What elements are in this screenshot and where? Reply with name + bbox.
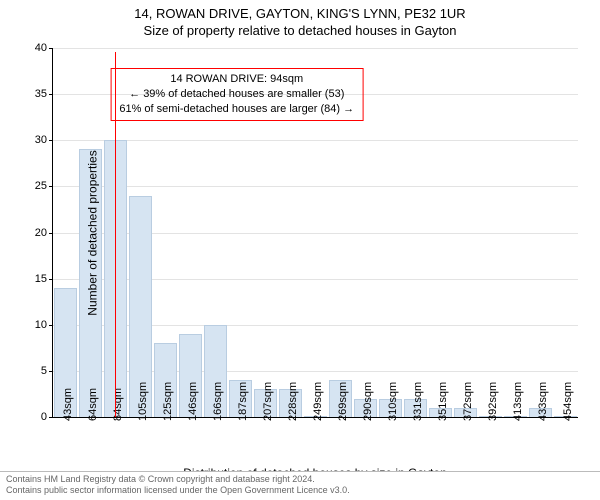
y-tick: 40 — [35, 42, 53, 54]
x-tick: 207sqm — [262, 382, 274, 421]
y-tick: 5 — [41, 365, 53, 377]
y-tick: 0 — [41, 411, 53, 423]
footer-line-2: Contains public sector information licen… — [6, 485, 594, 497]
x-tick: 125sqm — [162, 382, 174, 421]
x-tick: 84sqm — [112, 388, 124, 421]
x-tick: 105sqm — [137, 382, 149, 421]
x-tick: 166sqm — [212, 382, 224, 421]
x-tick: 310sqm — [387, 382, 399, 421]
chart-title-sub: Size of property relative to detached ho… — [0, 23, 600, 38]
footer-line-1: Contains HM Land Registry data © Crown c… — [6, 474, 594, 486]
x-tick: 454sqm — [562, 382, 574, 421]
annotation-line: 14 ROWAN DRIVE: 94sqm — [119, 72, 354, 87]
x-tick: 351sqm — [437, 382, 449, 421]
gridline — [53, 48, 578, 49]
x-tick: 249sqm — [312, 382, 324, 421]
x-tick: 269sqm — [337, 382, 349, 421]
y-tick: 30 — [35, 134, 53, 146]
x-tick: 43sqm — [62, 388, 74, 421]
annotation-callout: 14 ROWAN DRIVE: 94sqm← 39% of detached h… — [110, 68, 363, 121]
gridline — [53, 140, 578, 141]
x-tick: 228sqm — [287, 382, 299, 421]
x-tick: 290sqm — [362, 382, 374, 421]
x-tick: 187sqm — [237, 382, 249, 421]
y-tick: 10 — [35, 319, 53, 331]
plot-region: 051015202530354043sqm64sqm84sqm105sqm125… — [52, 48, 578, 418]
x-tick: 331sqm — [412, 382, 424, 421]
gridline — [53, 186, 578, 187]
attribution-footer: Contains HM Land Registry data © Crown c… — [0, 471, 600, 500]
x-tick: 392sqm — [487, 382, 499, 421]
chart-title-main: 14, ROWAN DRIVE, GAYTON, KING'S LYNN, PE… — [0, 6, 600, 21]
chart-area: 051015202530354043sqm64sqm84sqm105sqm125… — [52, 48, 578, 418]
y-tick: 15 — [35, 273, 53, 285]
y-tick: 35 — [35, 88, 53, 100]
x-tick: 433sqm — [537, 382, 549, 421]
annotation-line: ← 39% of detached houses are smaller (53… — [119, 87, 354, 102]
y-tick: 25 — [35, 180, 53, 192]
chart-title-block: 14, ROWAN DRIVE, GAYTON, KING'S LYNN, PE… — [0, 0, 600, 38]
annotation-line: 61% of semi-detached houses are larger (… — [119, 102, 354, 117]
y-tick: 20 — [35, 227, 53, 239]
x-tick: 146sqm — [187, 382, 199, 421]
y-axis-label: Number of detached properties — [86, 150, 100, 315]
x-tick: 64sqm — [87, 388, 99, 421]
x-tick: 413sqm — [512, 382, 524, 421]
x-tick: 372sqm — [462, 382, 474, 421]
